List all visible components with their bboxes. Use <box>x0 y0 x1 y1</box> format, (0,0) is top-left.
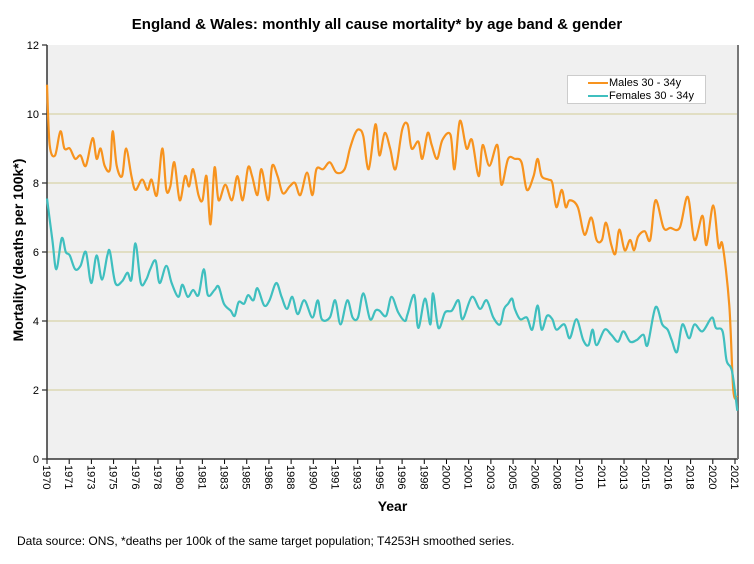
x-tick-label: 1990 <box>306 465 318 489</box>
y-tick-label: 10 <box>27 109 39 121</box>
x-tick-label: 1970 <box>40 465 52 489</box>
x-tick-label: 1988 <box>284 465 296 489</box>
y-tick-label: 6 <box>33 247 39 259</box>
x-tick-label: 2013 <box>617 465 629 489</box>
y-tick-label: 0 <box>33 454 39 466</box>
x-tick-label: 2000 <box>439 465 451 489</box>
x-tick-label: 2011 <box>595 465 607 489</box>
x-tick-label: 1985 <box>240 465 252 489</box>
legend-item-males: Males 30 - 34y <box>568 76 705 89</box>
y-tick-label: 2 <box>33 385 39 397</box>
y-tick-label: 4 <box>33 316 39 328</box>
x-tick-label: 1991 <box>329 465 341 489</box>
x-tick-label: 1980 <box>173 465 185 489</box>
x-axis-label: Year <box>377 498 408 514</box>
y-tick-label: 12 <box>27 40 39 52</box>
legend-item-females: Females 30 - 34y <box>568 89 705 102</box>
x-tick-label: 1973 <box>84 465 96 489</box>
x-tick-label: 2006 <box>528 465 540 489</box>
legend-label-females: Females 30 - 34y <box>609 89 694 102</box>
legend-swatch-females <box>588 94 608 97</box>
x-tick-label: 1983 <box>218 465 230 489</box>
x-tick-label: 1981 <box>195 465 207 489</box>
x-tick-label: 1976 <box>129 465 141 489</box>
x-tick-label: 1995 <box>373 465 385 489</box>
x-tick-label: 2018 <box>684 465 696 489</box>
x-tick-label: 1993 <box>351 465 363 489</box>
source-note: Data source: ONS, *deaths per 100k of th… <box>17 534 515 548</box>
legend: Males 30 - 34y Females 30 - 34y <box>567 75 706 104</box>
x-tick-label: 1998 <box>417 465 429 489</box>
x-tick-label: 2005 <box>506 465 518 489</box>
x-tick-label: 2010 <box>573 465 585 489</box>
y-tick-label: 8 <box>33 178 39 190</box>
legend-label-males: Males 30 - 34y <box>609 76 682 89</box>
x-tick-label: 2008 <box>550 465 562 489</box>
x-tick-label: 2001 <box>462 465 474 489</box>
series-line-males <box>45 84 739 400</box>
x-tick-label: 2021 <box>728 465 740 489</box>
series-line-females <box>45 198 739 411</box>
x-tick-label: 1975 <box>107 465 119 489</box>
y-axis-label: Mortality (deaths per 100k*) <box>10 158 26 342</box>
x-tick-label: 1978 <box>151 465 163 489</box>
x-tick-label: 2020 <box>706 465 718 489</box>
x-tick-label: 2015 <box>639 465 651 489</box>
x-tick-label: 1986 <box>262 465 274 489</box>
x-tick-label: 2003 <box>484 465 496 489</box>
legend-swatch-males <box>588 81 608 84</box>
x-tick-label: 1996 <box>395 465 407 489</box>
chart-title: England & Wales: monthly all cause morta… <box>131 16 623 33</box>
x-tick-label: 2016 <box>661 465 673 489</box>
x-tick-label: 1971 <box>62 465 74 489</box>
